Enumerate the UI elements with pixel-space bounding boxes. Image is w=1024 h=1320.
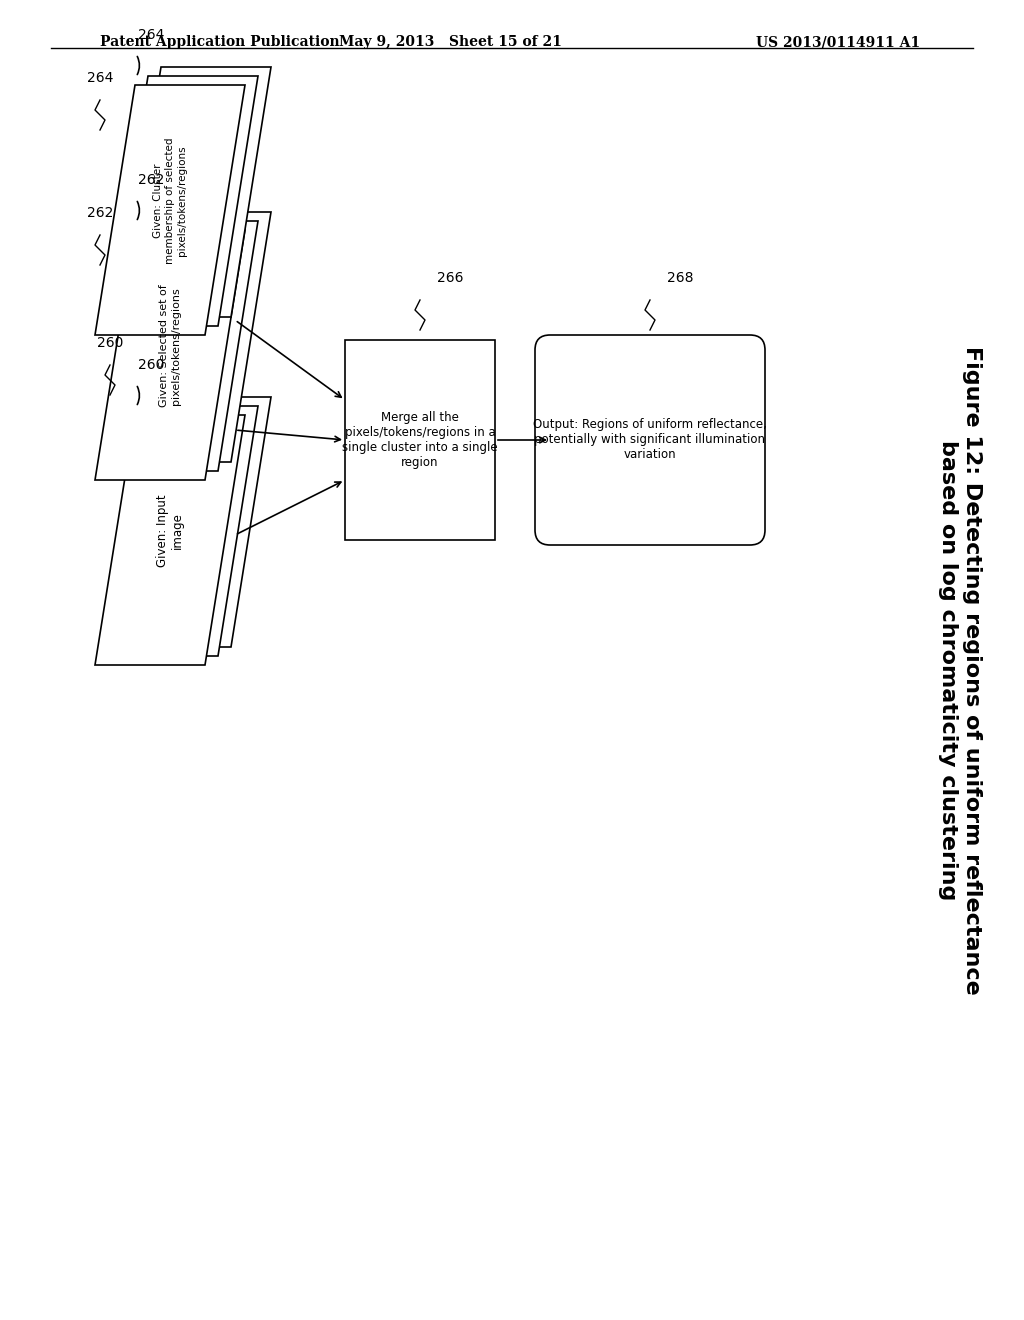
Text: Figure 12: Detecting regions of uniform reflectance
based on log chromaticity cl: Figure 12: Detecting regions of uniform …: [938, 346, 982, 994]
Polygon shape: [121, 67, 271, 317]
Polygon shape: [95, 414, 245, 665]
Polygon shape: [108, 220, 258, 471]
FancyBboxPatch shape: [535, 335, 765, 545]
Text: Output: Regions of uniform reflectance,
potentially with significant illuminatio: Output: Regions of uniform reflectance, …: [534, 418, 767, 462]
Text: 266: 266: [437, 271, 463, 285]
Text: 264: 264: [138, 28, 164, 42]
Polygon shape: [108, 407, 258, 656]
Polygon shape: [121, 397, 271, 647]
Polygon shape: [95, 230, 245, 480]
Text: 262: 262: [87, 206, 114, 220]
Polygon shape: [121, 213, 271, 462]
Text: 262: 262: [138, 173, 164, 187]
Polygon shape: [95, 84, 245, 335]
Text: Merge all the
pixels/tokens/regions in a
single cluster into a single
region: Merge all the pixels/tokens/regions in a…: [342, 411, 498, 469]
Text: Given: Cluster
membership of selected
pixels/tokens/regions: Given: Cluster membership of selected pi…: [154, 137, 186, 264]
Text: Patent Application Publication: Patent Application Publication: [100, 36, 340, 49]
Text: 260: 260: [138, 358, 164, 372]
Polygon shape: [108, 77, 258, 326]
Text: 264: 264: [87, 71, 114, 84]
Text: 260: 260: [97, 337, 123, 350]
Text: 268: 268: [667, 271, 693, 285]
Text: US 2013/0114911 A1: US 2013/0114911 A1: [756, 36, 920, 49]
Text: Given: Input
image: Given: Input image: [156, 495, 184, 568]
FancyBboxPatch shape: [345, 341, 495, 540]
Text: Given: Selected set of
pixels/tokens/regions: Given: Selected set of pixels/tokens/reg…: [159, 285, 181, 408]
Text: May 9, 2013   Sheet 15 of 21: May 9, 2013 Sheet 15 of 21: [339, 36, 561, 49]
